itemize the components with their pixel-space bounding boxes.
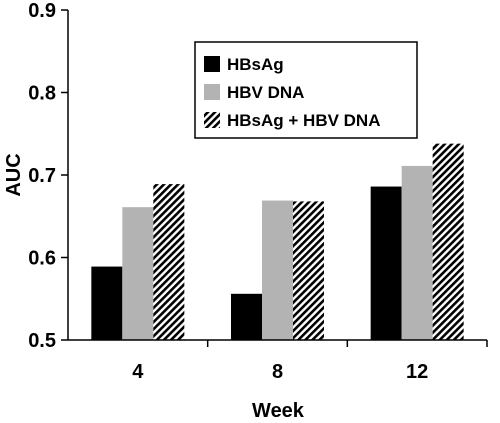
bar: HBV DNA — 12: 0.711 bbox=[401, 165, 433, 340]
y-tick-label: 0.5 bbox=[28, 330, 56, 352]
x-tick-label: 4 bbox=[132, 361, 144, 383]
x-tick-label: 12 bbox=[406, 361, 428, 383]
y-tick-label: 0.7 bbox=[28, 165, 56, 187]
bar: HBV DNA — 4: 0.661 bbox=[122, 207, 154, 340]
legend-label: HBV DNA bbox=[227, 83, 304, 102]
bars-group: HBsAg — 4: 0.589HBV DNA — 4: 0.661HBsAg … bbox=[91, 143, 464, 340]
legend-box bbox=[194, 41, 418, 139]
legend: HBsAg HBV DNA HBsAg + HBV DNA bbox=[194, 41, 418, 139]
x-ticks-group: 4 8 12 bbox=[132, 340, 488, 383]
x-tick-label: 8 bbox=[272, 361, 283, 383]
bar: HBsAg + HBV DNA — 4: 0.689 bbox=[153, 184, 185, 340]
bar: HBsAg — 12: 0.686 bbox=[370, 186, 402, 340]
legend-label: HBsAg + HBV DNA bbox=[227, 111, 381, 130]
legend-items: HBsAg HBV DNA HBsAg + HBV DNA bbox=[204, 55, 381, 130]
bar: HBsAg + HBV DNA — 8: 0.668 bbox=[293, 201, 324, 340]
bar: HBsAg — 4: 0.589 bbox=[91, 266, 123, 340]
y-tick-label: 0.9 bbox=[28, 0, 56, 22]
legend-swatch bbox=[204, 112, 220, 128]
x-axis-title: Week bbox=[252, 400, 305, 422]
y-tick-label: 0.6 bbox=[28, 248, 56, 270]
bar: HBsAg — 8: 0.556 bbox=[231, 293, 262, 340]
bar: HBV DNA — 8: 0.669 bbox=[262, 200, 293, 340]
legend-swatch bbox=[204, 56, 220, 72]
y-tick-label: 0.8 bbox=[28, 83, 56, 105]
y-axis-title: AUC bbox=[3, 153, 25, 196]
legend-swatch bbox=[204, 84, 220, 100]
y-ticks-group: 0.5 0.6 0.7 0.8 0.9 bbox=[28, 0, 68, 352]
bar: HBsAg + HBV DNA — 12: 0.738 bbox=[432, 143, 464, 340]
legend-label: HBsAg bbox=[227, 55, 284, 74]
